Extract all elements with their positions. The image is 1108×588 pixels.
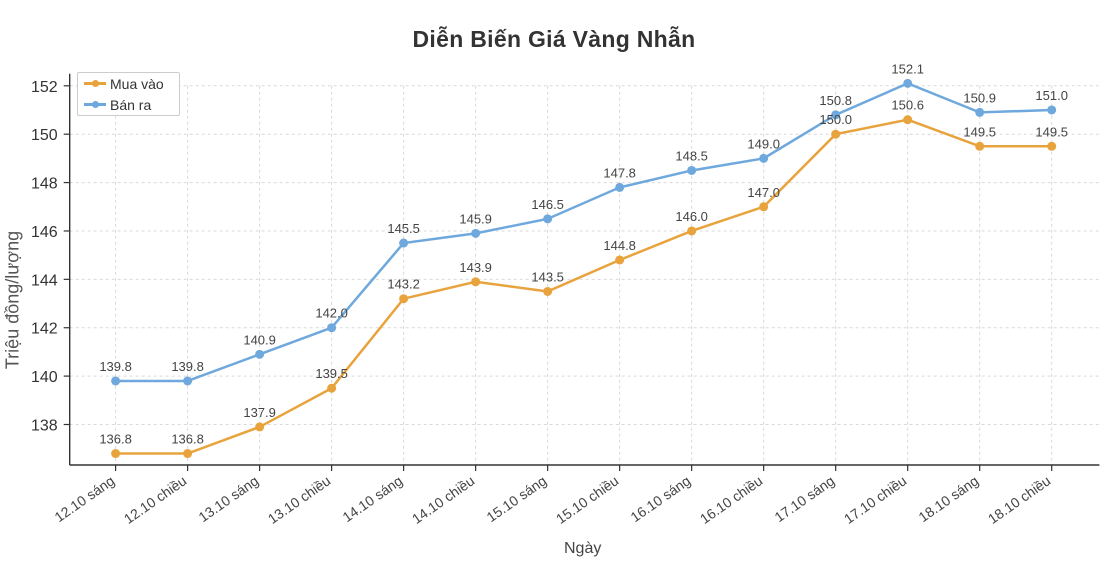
- svg-text:15.10 sáng: 15.10 sáng: [483, 472, 549, 525]
- svg-text:140: 140: [31, 369, 58, 386]
- svg-text:18.10 sáng: 18.10 sáng: [915, 472, 981, 525]
- svg-text:140.9: 140.9: [243, 332, 276, 347]
- svg-text:146.5: 146.5: [531, 197, 564, 212]
- svg-text:17.10 sáng: 17.10 sáng: [771, 472, 837, 525]
- svg-text:136.8: 136.8: [99, 432, 132, 447]
- svg-text:144.8: 144.8: [603, 238, 636, 253]
- svg-text:138: 138: [31, 418, 58, 435]
- svg-text:16.10 chiều: 16.10 chiều: [697, 472, 765, 527]
- svg-text:147.0: 147.0: [747, 185, 780, 200]
- svg-text:152.1: 152.1: [891, 61, 924, 76]
- svg-text:142.0: 142.0: [315, 306, 348, 321]
- svg-text:139.8: 139.8: [171, 359, 204, 374]
- svg-text:139.5: 139.5: [315, 366, 348, 381]
- svg-text:17.10 chiều: 17.10 chiều: [841, 472, 909, 527]
- svg-text:150.9: 150.9: [963, 90, 996, 105]
- svg-text:149.5: 149.5: [1035, 124, 1068, 139]
- svg-text:16.10 sáng: 16.10 sáng: [627, 472, 693, 525]
- svg-text:137.9: 137.9: [243, 405, 276, 420]
- svg-text:150.8: 150.8: [819, 93, 852, 108]
- svg-text:13.10 sáng: 13.10 sáng: [195, 472, 261, 525]
- svg-text:151.0: 151.0: [1035, 88, 1068, 103]
- svg-text:150.0: 150.0: [819, 112, 852, 127]
- svg-text:12.10 chiều: 12.10 chiều: [121, 472, 189, 527]
- svg-text:142: 142: [31, 321, 58, 338]
- svg-text:144: 144: [31, 272, 58, 289]
- svg-text:150.6: 150.6: [891, 98, 924, 113]
- svg-text:147.8: 147.8: [603, 165, 636, 180]
- svg-text:143.2: 143.2: [387, 277, 420, 292]
- svg-text:145.5: 145.5: [387, 221, 420, 236]
- svg-text:18.10 chiều: 18.10 chiều: [985, 472, 1053, 527]
- svg-text:146.0: 146.0: [675, 209, 708, 224]
- svg-text:149.5: 149.5: [963, 124, 996, 139]
- svg-text:148: 148: [31, 176, 58, 193]
- svg-text:146: 146: [31, 224, 58, 241]
- svg-text:149.0: 149.0: [747, 136, 780, 151]
- svg-text:152: 152: [31, 79, 58, 96]
- svg-text:14.10 chiều: 14.10 chiều: [409, 472, 477, 527]
- svg-text:15.10 chiều: 15.10 chiều: [553, 472, 621, 527]
- svg-text:148.5: 148.5: [675, 148, 708, 163]
- svg-text:136.8: 136.8: [171, 432, 204, 447]
- svg-text:143.5: 143.5: [531, 269, 564, 284]
- svg-text:143.9: 143.9: [459, 260, 492, 275]
- svg-text:14.10 sáng: 14.10 sáng: [339, 472, 405, 525]
- svg-text:12.10 sáng: 12.10 sáng: [51, 472, 117, 525]
- svg-text:150: 150: [31, 127, 58, 144]
- svg-text:145.9: 145.9: [459, 211, 492, 226]
- svg-text:139.8: 139.8: [99, 359, 132, 374]
- svg-text:13.10 chiều: 13.10 chiều: [265, 472, 333, 527]
